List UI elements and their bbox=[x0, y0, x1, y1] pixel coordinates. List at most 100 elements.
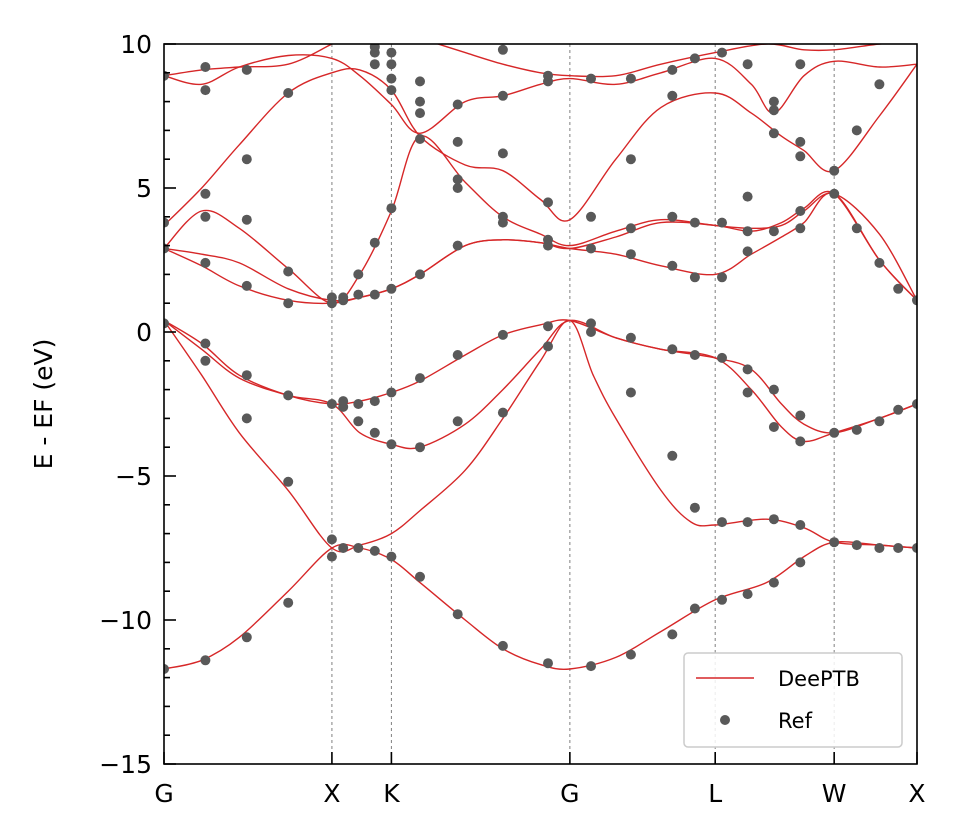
ref-point-128 bbox=[829, 165, 840, 176]
ref-point-160 bbox=[742, 59, 753, 70]
deeptb-band-6 bbox=[164, 135, 917, 304]
ref-point-102 bbox=[497, 211, 508, 222]
ref-point-127 bbox=[829, 188, 840, 199]
ref-point-55 bbox=[667, 344, 678, 355]
x-tick-label-6: X bbox=[908, 779, 925, 808]
ref-point-147 bbox=[415, 108, 425, 119]
ref-point-67 bbox=[829, 427, 840, 438]
ref-point-106 bbox=[543, 197, 553, 208]
ref-point-78 bbox=[200, 211, 211, 222]
ref-point-162 bbox=[768, 105, 779, 116]
ref-point-11 bbox=[497, 640, 508, 651]
ref-points bbox=[164, 44, 917, 674]
ref-point-3 bbox=[283, 597, 294, 608]
ref-point-153 bbox=[543, 70, 553, 81]
ref-point-6 bbox=[353, 543, 364, 553]
ref-point-158 bbox=[689, 53, 700, 64]
ref-point-32 bbox=[283, 476, 294, 487]
y-axis-label: E - EF (eV) bbox=[29, 339, 58, 470]
deeptb-band-2 bbox=[164, 319, 917, 450]
ref-point-2 bbox=[241, 632, 252, 643]
ref-point-121 bbox=[768, 226, 779, 237]
deeptb-band-9 bbox=[164, 44, 888, 78]
legend-label-deeptb: DeePTB bbox=[778, 667, 860, 691]
ref-point-48 bbox=[497, 407, 508, 418]
ref-point-122 bbox=[768, 128, 779, 139]
ref-point-146 bbox=[415, 96, 425, 107]
ref-point-92 bbox=[369, 289, 380, 300]
ref-point-119 bbox=[742, 226, 753, 237]
ref-point-31 bbox=[283, 390, 294, 401]
ref-point-143 bbox=[386, 73, 397, 84]
ref-point-66 bbox=[795, 520, 806, 530]
ref-point-124 bbox=[795, 206, 806, 216]
y-tick-label-5: 10 bbox=[120, 30, 152, 59]
ref-point-95 bbox=[386, 203, 397, 214]
ref-point-4 bbox=[326, 551, 337, 562]
ref-point-27 bbox=[200, 338, 211, 349]
ref-point-125 bbox=[795, 151, 806, 162]
ref-point-132 bbox=[893, 283, 904, 294]
ref-point-85 bbox=[283, 88, 294, 98]
y-tick-label-0: −15 bbox=[99, 750, 152, 779]
ref-point-74 bbox=[795, 436, 806, 447]
ref-point-110 bbox=[625, 223, 636, 234]
ref-point-19 bbox=[768, 577, 779, 588]
ref-point-73 bbox=[768, 422, 779, 432]
ref-point-151 bbox=[497, 44, 508, 55]
ref-point-63 bbox=[768, 384, 779, 395]
ref-point-25 bbox=[912, 543, 917, 553]
ref-point-81 bbox=[241, 214, 252, 225]
ref-point-46 bbox=[452, 416, 463, 427]
ref-point-131 bbox=[874, 257, 885, 268]
ref-point-40 bbox=[369, 396, 380, 407]
ref-point-156 bbox=[667, 90, 678, 101]
ref-point-98 bbox=[452, 240, 463, 251]
y-tick-label-1: −10 bbox=[99, 606, 152, 635]
ref-point-109 bbox=[625, 249, 636, 260]
ref-point-30 bbox=[241, 413, 252, 424]
ref-point-108 bbox=[586, 211, 596, 222]
ref-point-47 bbox=[497, 329, 508, 340]
ref-point-94 bbox=[386, 283, 397, 294]
ref-point-42 bbox=[386, 439, 397, 450]
ref-point-17 bbox=[717, 594, 727, 605]
ref-point-161 bbox=[768, 96, 779, 107]
ref-point-61 bbox=[742, 364, 753, 375]
ref-point-33 bbox=[326, 534, 337, 545]
ref-point-22 bbox=[851, 540, 862, 551]
ref-point-157 bbox=[667, 64, 678, 75]
high-symmetry-lines bbox=[331, 44, 835, 764]
ref-point-164 bbox=[874, 79, 885, 90]
x-tick-label-4: L bbox=[708, 779, 722, 808]
ref-point-20 bbox=[795, 557, 806, 568]
ref-point-72 bbox=[742, 387, 753, 398]
ref-point-56 bbox=[667, 450, 678, 461]
ref-point-79 bbox=[200, 188, 211, 199]
ref-point-59 bbox=[717, 352, 727, 363]
ref-point-77 bbox=[200, 257, 211, 268]
ref-point-155 bbox=[625, 73, 636, 84]
ref-point-36 bbox=[338, 396, 349, 407]
ref-point-71 bbox=[912, 399, 917, 409]
ref-point-9 bbox=[415, 571, 425, 582]
ref-point-58 bbox=[689, 502, 700, 513]
legend: DeePTB Ref bbox=[683, 652, 903, 748]
ref-point-69 bbox=[874, 416, 885, 427]
legend-box bbox=[683, 652, 903, 748]
ref-point-111 bbox=[625, 154, 636, 165]
ref-point-12 bbox=[543, 658, 553, 669]
ref-point-24 bbox=[893, 543, 904, 553]
ref-point-144 bbox=[386, 85, 397, 96]
ref-point-52 bbox=[586, 327, 596, 337]
ref-point-29 bbox=[241, 370, 252, 381]
ref-point-93 bbox=[369, 237, 380, 248]
ref-point-140 bbox=[369, 44, 380, 52]
ref-point-137 bbox=[241, 64, 252, 75]
ref-point-126 bbox=[795, 136, 806, 147]
y-tick-label-2: −5 bbox=[115, 462, 152, 491]
ref-point-100 bbox=[452, 183, 463, 193]
ref-point-5 bbox=[338, 543, 349, 553]
